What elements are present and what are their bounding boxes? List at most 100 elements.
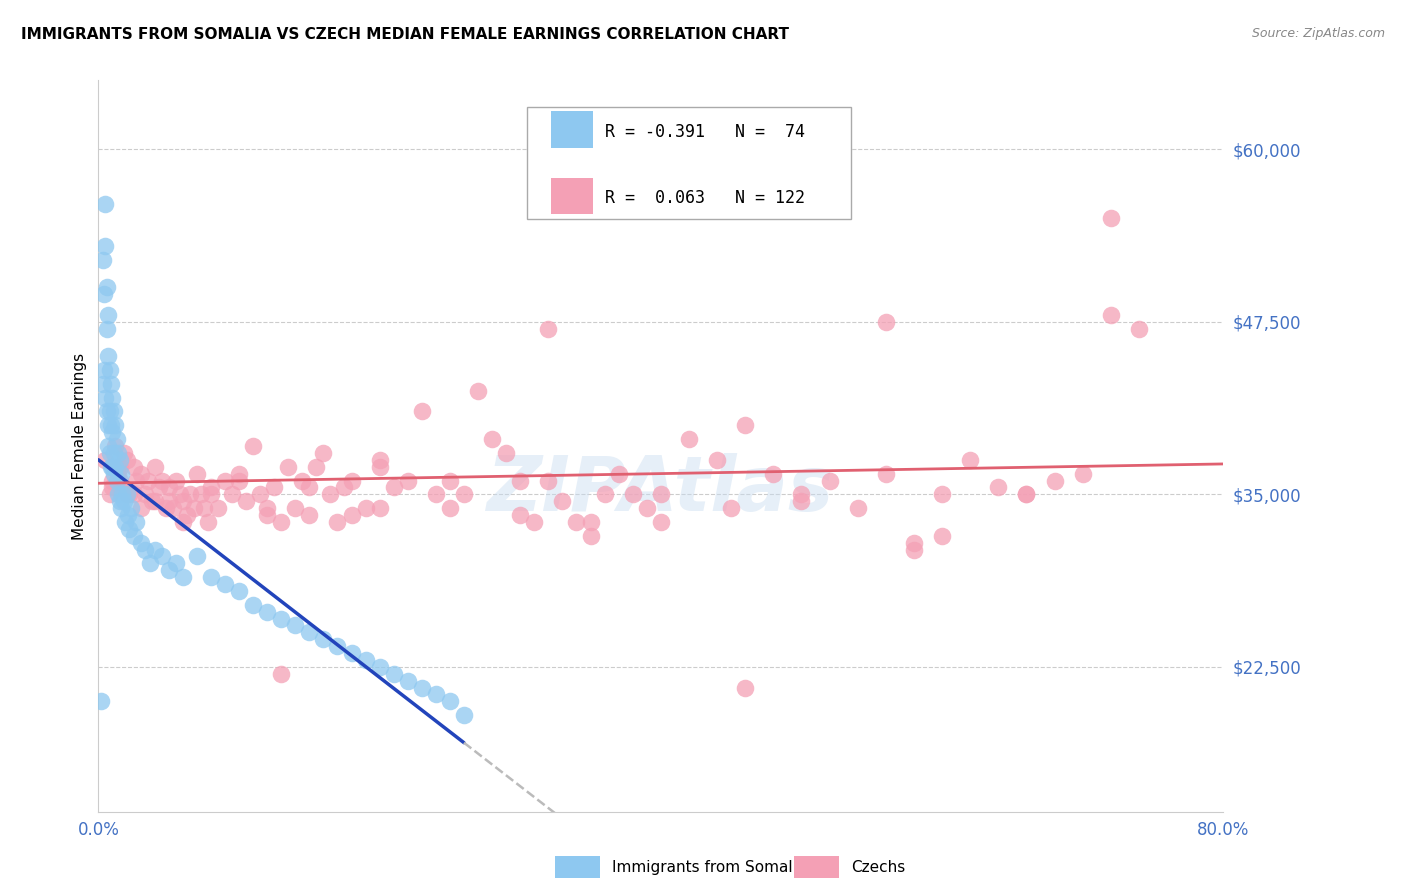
- Point: [96, 404, 118, 418]
- Point: [453, 708, 475, 723]
- Y-axis label: Median Female Earnings: Median Female Earnings: [72, 352, 87, 540]
- Point: [396, 673, 419, 688]
- Point: [139, 557, 162, 571]
- Point: [382, 666, 405, 681]
- Point: [277, 459, 299, 474]
- Point: [368, 452, 391, 467]
- Point: [207, 501, 229, 516]
- Point: [176, 508, 198, 522]
- Point: [134, 487, 156, 501]
- Point: [157, 480, 180, 494]
- Point: [94, 452, 117, 467]
- Point: [150, 549, 173, 564]
- Text: Immigrants from Somalia: Immigrants from Somalia: [612, 860, 806, 874]
- Point: [108, 494, 131, 508]
- Text: ZIPAtlas: ZIPAtlas: [486, 453, 835, 527]
- Point: [565, 515, 588, 529]
- Point: [1099, 308, 1122, 322]
- Point: [439, 474, 461, 488]
- Point: [790, 494, 813, 508]
- Point: [91, 376, 114, 391]
- Point: [249, 487, 271, 501]
- Point: [228, 474, 250, 488]
- Point: [228, 583, 250, 598]
- Point: [94, 391, 117, 405]
- Point: [650, 487, 672, 501]
- Point: [242, 439, 264, 453]
- Point: [101, 425, 124, 440]
- Point: [101, 480, 124, 494]
- Point: [104, 418, 127, 433]
- Point: [104, 439, 127, 453]
- Point: [96, 321, 118, 335]
- Point: [382, 480, 405, 494]
- Point: [1099, 211, 1122, 226]
- Point: [284, 501, 307, 516]
- Point: [97, 308, 120, 322]
- Point: [720, 501, 742, 516]
- Point: [903, 542, 925, 557]
- Point: [100, 418, 122, 433]
- Point: [108, 452, 131, 467]
- Point: [481, 432, 503, 446]
- Point: [439, 501, 461, 516]
- Point: [340, 646, 363, 660]
- Point: [579, 515, 602, 529]
- Point: [101, 391, 124, 405]
- Point: [425, 487, 447, 501]
- Point: [136, 474, 159, 488]
- Point: [256, 501, 278, 516]
- Point: [97, 439, 120, 453]
- Point: [263, 480, 285, 494]
- Point: [193, 501, 215, 516]
- Point: [734, 681, 756, 695]
- Point: [298, 625, 321, 640]
- Point: [122, 487, 145, 501]
- Point: [298, 480, 321, 494]
- Point: [186, 467, 208, 481]
- Point: [453, 487, 475, 501]
- Point: [214, 577, 236, 591]
- Point: [326, 515, 349, 529]
- Point: [98, 404, 121, 418]
- Point: [368, 660, 391, 674]
- Point: [200, 570, 222, 584]
- Point: [903, 535, 925, 549]
- Point: [197, 515, 219, 529]
- Point: [200, 480, 222, 494]
- Point: [200, 487, 222, 501]
- Point: [298, 508, 321, 522]
- Point: [100, 459, 122, 474]
- Point: [636, 501, 658, 516]
- Point: [706, 452, 728, 467]
- Point: [312, 632, 335, 647]
- Point: [122, 459, 145, 474]
- Point: [1015, 487, 1038, 501]
- Point: [117, 508, 139, 522]
- Point: [354, 501, 377, 516]
- Point: [368, 501, 391, 516]
- Point: [183, 501, 205, 516]
- Point: [846, 501, 869, 516]
- Point: [143, 542, 166, 557]
- Point: [105, 432, 128, 446]
- Point: [98, 446, 121, 460]
- Point: [551, 494, 574, 508]
- Point: [931, 487, 953, 501]
- Point: [340, 474, 363, 488]
- Point: [439, 694, 461, 708]
- Point: [110, 467, 132, 481]
- Point: [242, 598, 264, 612]
- Point: [1071, 467, 1094, 481]
- Point: [94, 197, 117, 211]
- Point: [509, 508, 531, 522]
- Point: [98, 487, 121, 501]
- Point: [579, 529, 602, 543]
- Point: [818, 474, 841, 488]
- Point: [107, 467, 129, 481]
- Point: [291, 474, 314, 488]
- Text: R =  0.063   N = 122: R = 0.063 N = 122: [605, 189, 804, 207]
- Point: [425, 687, 447, 701]
- Point: [165, 474, 187, 488]
- Text: Source: ZipAtlas.com: Source: ZipAtlas.com: [1251, 27, 1385, 40]
